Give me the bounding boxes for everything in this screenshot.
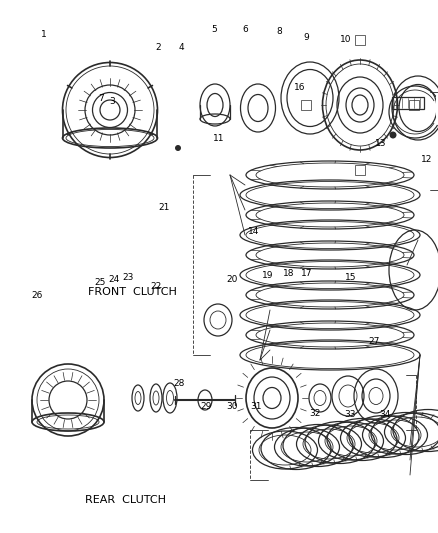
Text: 7: 7 [98, 94, 104, 103]
Text: 21: 21 [159, 204, 170, 212]
Circle shape [389, 132, 396, 139]
Text: 12: 12 [421, 156, 433, 164]
Text: 34: 34 [380, 410, 391, 419]
Text: 19: 19 [262, 271, 274, 280]
Bar [355, 35, 365, 45]
Text: 13: 13 [375, 140, 387, 148]
Text: 5: 5 [212, 25, 218, 34]
Text: 33: 33 [345, 410, 356, 419]
Bar [392, 97, 424, 109]
Bar [355, 165, 365, 175]
Text: 1: 1 [41, 30, 47, 39]
Text: 27: 27 [369, 337, 380, 345]
Text: 11: 11 [213, 134, 225, 143]
Text: 23: 23 [122, 273, 134, 281]
Text: 14: 14 [248, 228, 260, 236]
Text: 9: 9 [304, 33, 310, 42]
Text: 10: 10 [340, 36, 352, 44]
Text: 16: 16 [294, 84, 306, 92]
Text: 26: 26 [32, 292, 43, 300]
Text: 32: 32 [309, 409, 320, 417]
Text: 3: 3 [109, 97, 115, 106]
Text: 2: 2 [155, 44, 160, 52]
Text: REAR  CLUTCH: REAR CLUTCH [85, 495, 166, 505]
Text: 4: 4 [179, 44, 184, 52]
Text: 24: 24 [108, 276, 120, 284]
Bar [301, 100, 311, 110]
Bar [409, 100, 419, 110]
Bar [436, 96, 438, 120]
Text: 28: 28 [173, 379, 184, 388]
Text: 15: 15 [345, 273, 356, 281]
Text: 6: 6 [242, 25, 248, 34]
Text: 22: 22 [150, 282, 161, 290]
Text: 17: 17 [301, 269, 312, 278]
Text: 30: 30 [226, 402, 238, 410]
Text: 8: 8 [276, 28, 283, 36]
Text: 31: 31 [251, 402, 262, 410]
Text: 20: 20 [226, 276, 238, 284]
Circle shape [175, 145, 181, 151]
Text: 29: 29 [200, 402, 212, 410]
Text: 25: 25 [94, 278, 106, 287]
Text: 18: 18 [283, 269, 294, 278]
Text: FRONT  CLUTCH: FRONT CLUTCH [88, 287, 177, 297]
